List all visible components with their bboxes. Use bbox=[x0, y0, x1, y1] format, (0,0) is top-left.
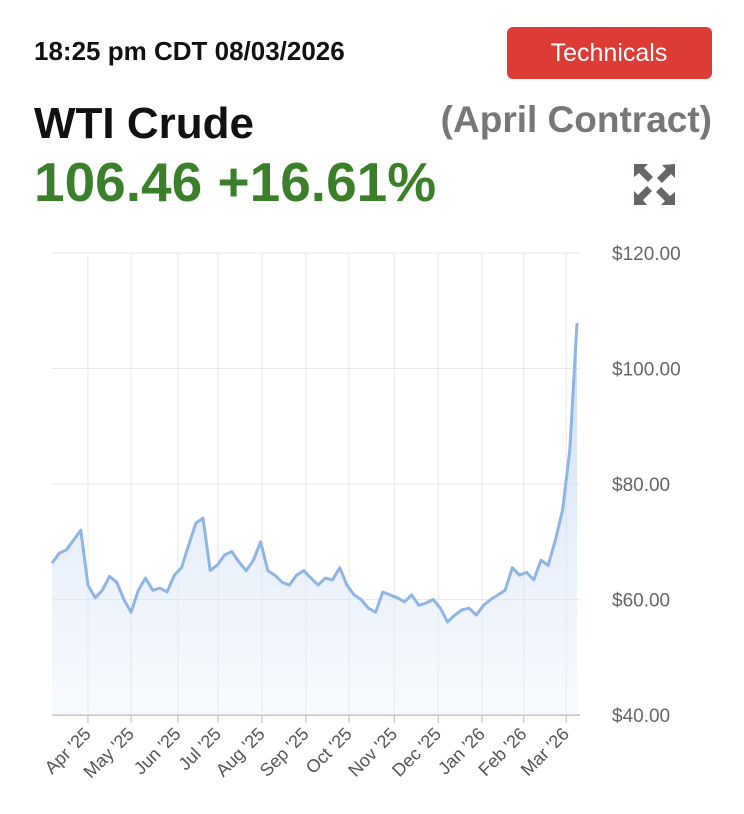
instrument-name: WTI Crude bbox=[34, 99, 254, 148]
price-line: 106.46 +16.61% bbox=[34, 151, 436, 213]
y-tick-label: $100.00 bbox=[612, 360, 681, 381]
timestamp: 18:25 pm CDT 08/03/2026 bbox=[34, 36, 345, 66]
y-tick-label: $80.00 bbox=[612, 475, 670, 496]
x-tick-label: Sep '25 bbox=[256, 724, 313, 781]
price: 106.46 bbox=[34, 151, 202, 213]
y-tick-label: $60.00 bbox=[612, 591, 670, 612]
expand-icon[interactable] bbox=[634, 164, 675, 205]
x-tick-label: Dec '25 bbox=[388, 724, 445, 781]
x-tick-label: Jun '25 bbox=[130, 724, 185, 779]
button-label[interactable]: Technicals bbox=[551, 39, 668, 67]
change: +16.61% bbox=[218, 151, 437, 213]
y-tick-label: $120.00 bbox=[612, 244, 681, 265]
contract: (April Contract) bbox=[441, 99, 712, 140]
area bbox=[52, 322, 577, 715]
price-line bbox=[50, 322, 579, 624]
y-tick-label: $40.00 bbox=[612, 706, 670, 727]
x-tick-label: Mar '26 bbox=[517, 724, 573, 780]
technicals-button[interactable] bbox=[507, 27, 712, 79]
